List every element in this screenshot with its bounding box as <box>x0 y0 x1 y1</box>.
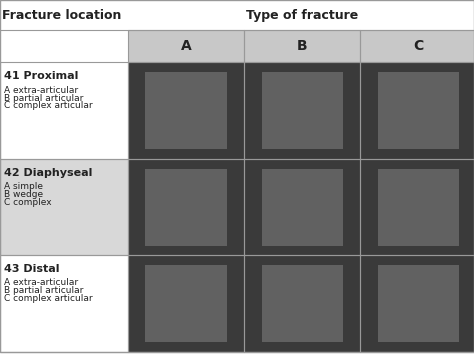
Text: C: C <box>413 39 423 54</box>
FancyBboxPatch shape <box>128 30 244 62</box>
Text: B wedge: B wedge <box>4 190 43 199</box>
Text: A simple: A simple <box>4 182 43 191</box>
FancyBboxPatch shape <box>146 265 227 342</box>
FancyBboxPatch shape <box>0 62 128 159</box>
Text: 41 Proximal: 41 Proximal <box>4 71 78 81</box>
FancyBboxPatch shape <box>360 159 474 255</box>
FancyBboxPatch shape <box>128 62 244 159</box>
Text: B: B <box>297 39 308 54</box>
FancyBboxPatch shape <box>146 72 227 149</box>
FancyBboxPatch shape <box>146 169 227 246</box>
Text: Type of fracture: Type of fracture <box>246 9 358 22</box>
FancyBboxPatch shape <box>378 265 459 342</box>
Text: B partial articular: B partial articular <box>4 286 83 295</box>
Text: C complex: C complex <box>4 198 51 207</box>
FancyBboxPatch shape <box>244 255 360 352</box>
FancyBboxPatch shape <box>128 255 244 352</box>
FancyBboxPatch shape <box>262 72 343 149</box>
Text: A: A <box>181 39 191 54</box>
Text: 42 Diaphyseal: 42 Diaphyseal <box>4 168 92 178</box>
Text: A extra-articular: A extra-articular <box>4 278 78 287</box>
FancyBboxPatch shape <box>244 159 360 255</box>
Text: B partial articular: B partial articular <box>4 94 83 102</box>
FancyBboxPatch shape <box>262 265 343 342</box>
FancyBboxPatch shape <box>244 62 360 159</box>
Text: Fracture location: Fracture location <box>2 9 122 22</box>
FancyBboxPatch shape <box>128 159 244 255</box>
Text: C complex articular: C complex articular <box>4 101 92 110</box>
FancyBboxPatch shape <box>360 62 474 159</box>
Text: 43 Distal: 43 Distal <box>4 264 59 274</box>
FancyBboxPatch shape <box>0 159 128 255</box>
FancyBboxPatch shape <box>360 255 474 352</box>
Text: C complex articular: C complex articular <box>4 294 92 303</box>
FancyBboxPatch shape <box>360 30 474 62</box>
Text: A extra-articular: A extra-articular <box>4 86 78 95</box>
FancyBboxPatch shape <box>0 255 128 352</box>
FancyBboxPatch shape <box>378 169 459 246</box>
FancyBboxPatch shape <box>244 30 360 62</box>
FancyBboxPatch shape <box>378 72 459 149</box>
FancyBboxPatch shape <box>262 169 343 246</box>
